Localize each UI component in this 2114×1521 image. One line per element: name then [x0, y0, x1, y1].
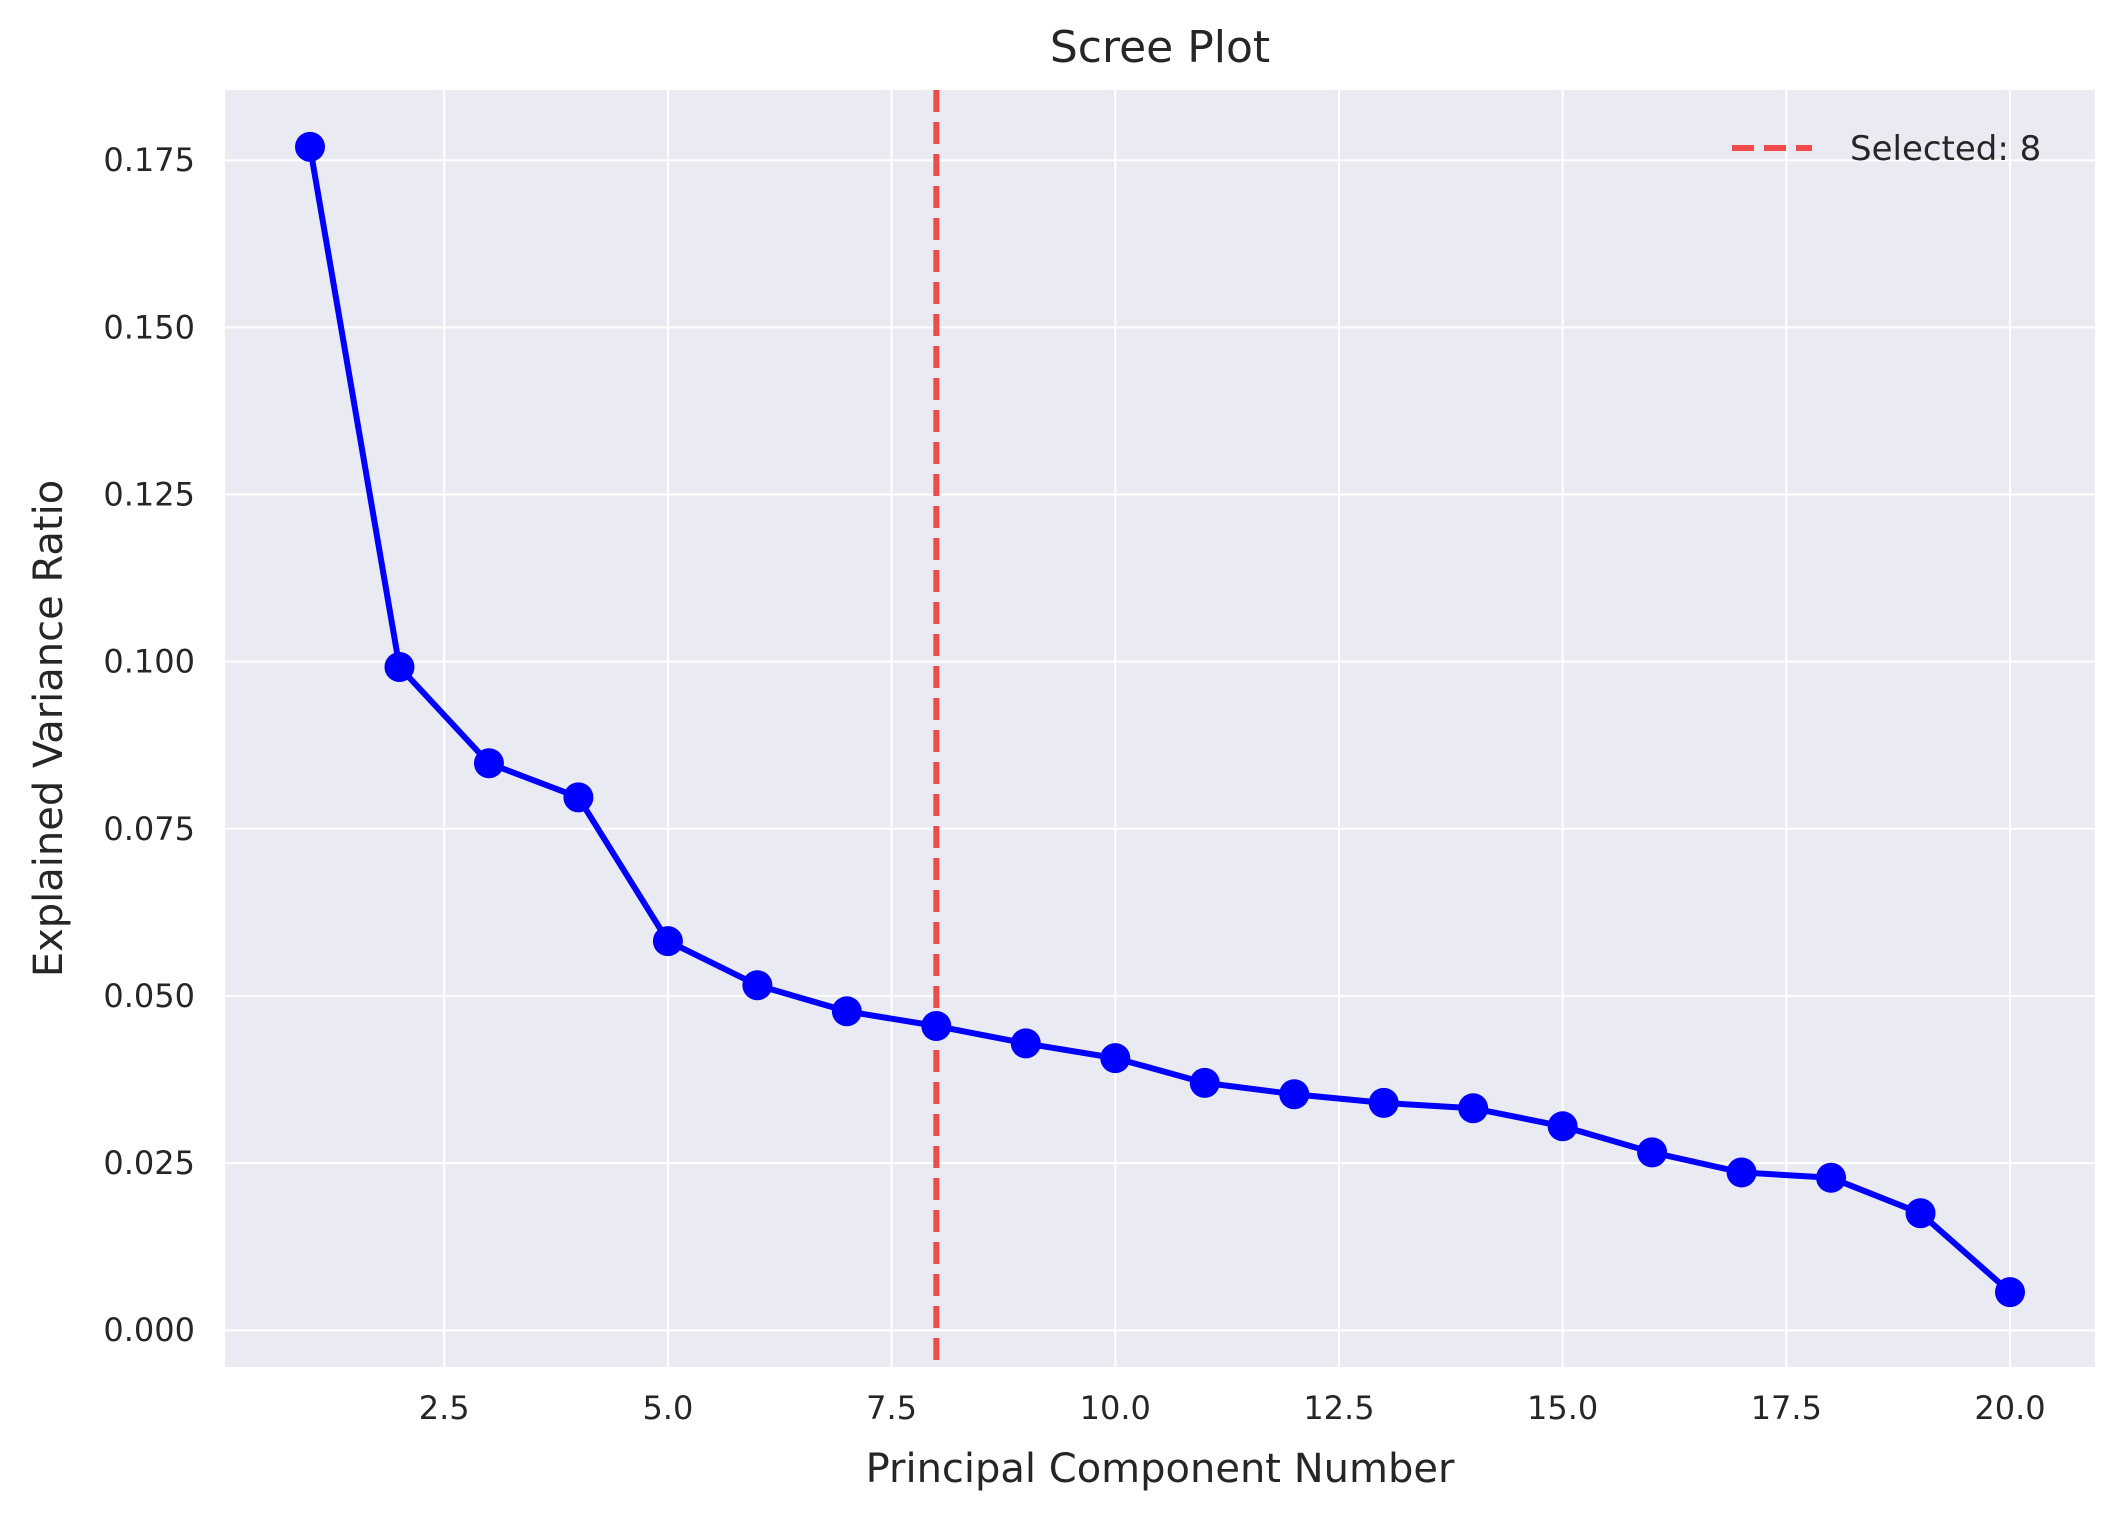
- x-tick-label: 5.0: [642, 1389, 693, 1427]
- data-point: [473, 748, 504, 779]
- x-tick-label: 2.5: [419, 1389, 470, 1427]
- data-point: [742, 970, 773, 1001]
- data-point: [295, 131, 325, 162]
- data-point: [1726, 1157, 1757, 1188]
- series-layer: [295, 131, 2025, 1308]
- y-tick-label: 0.125: [103, 475, 195, 513]
- y-tick-label: 0.025: [103, 1144, 195, 1182]
- data-point: [831, 996, 862, 1027]
- grid-lines: [225, 90, 2095, 1367]
- y-tick-label: 0.075: [103, 810, 195, 848]
- data-point: [1100, 1043, 1131, 1074]
- legend: Selected: 8: [1732, 129, 2041, 169]
- x-axis-title: Principal Component Number: [866, 1446, 1455, 1492]
- data-point: [1816, 1162, 1847, 1193]
- x-tick-label: 20.0: [1974, 1389, 2045, 1427]
- y-axis-title: Explained Variance Ratio: [26, 480, 72, 977]
- y-tick-label: 0.150: [103, 308, 195, 346]
- y-tick-labels: 0.000 0.025 0.050 0.075 0.100 0.125 0.150 0.175: [103, 141, 195, 1349]
- data-point: [384, 651, 415, 682]
- y-tick-label: 0.100: [103, 643, 195, 681]
- legend-label: Selected: 8: [1850, 129, 2041, 169]
- data-point: [1547, 1111, 1578, 1142]
- data-point: [1368, 1087, 1399, 1118]
- data-point: [563, 782, 594, 813]
- plot-area: [225, 90, 2095, 1367]
- data-point: [652, 926, 683, 957]
- data-point: [921, 1011, 952, 1042]
- y-tick-label: 0.050: [103, 977, 195, 1015]
- y-tick-label: 0.175: [103, 141, 195, 179]
- y-tick-label: 0.000: [103, 1311, 195, 1349]
- data-point: [1189, 1067, 1220, 1098]
- x-tick-label: 15.0: [1527, 1389, 1598, 1427]
- data-point: [1458, 1093, 1489, 1124]
- x-tick-label: 17.5: [1751, 1389, 1822, 1427]
- x-tick-label: 7.5: [866, 1389, 917, 1427]
- x-tick-labels: 2.5 5.0 7.5 10.0 12.5 15.0 17.5 20.0: [419, 1389, 2046, 1427]
- x-tick-label: 10.0: [1080, 1389, 1151, 1427]
- data-point: [1905, 1198, 1936, 1229]
- data-point: [1010, 1028, 1041, 1059]
- data-point: [1279, 1079, 1310, 1110]
- series-line: [307, 146, 2012, 1295]
- data-point: [1637, 1137, 1668, 1168]
- x-tick-label: 12.5: [1303, 1389, 1374, 1427]
- data-point: [1995, 1277, 2025, 1308]
- chart-title: Scree Plot: [1050, 22, 1270, 73]
